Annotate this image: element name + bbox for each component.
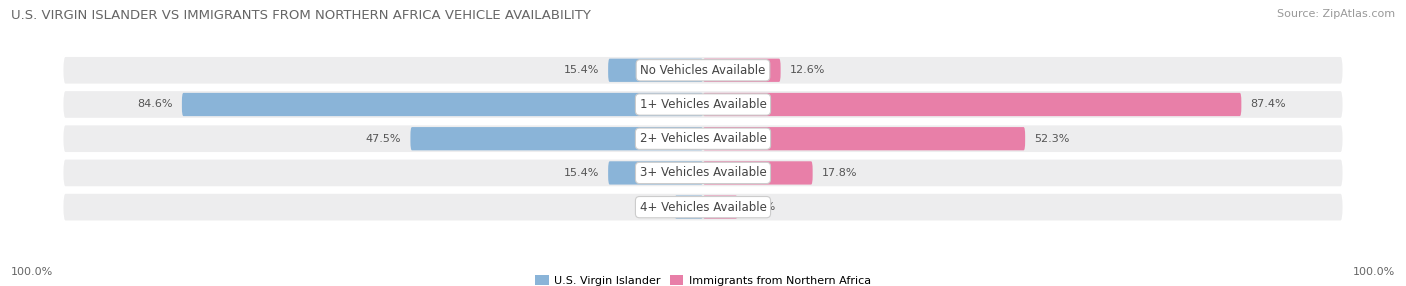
FancyBboxPatch shape xyxy=(609,161,703,184)
Legend: U.S. Virgin Islander, Immigrants from Northern Africa: U.S. Virgin Islander, Immigrants from No… xyxy=(531,271,875,286)
FancyBboxPatch shape xyxy=(703,161,813,184)
FancyBboxPatch shape xyxy=(703,127,1025,150)
Text: 4.6%: 4.6% xyxy=(637,202,665,212)
FancyBboxPatch shape xyxy=(411,127,703,150)
Text: No Vehicles Available: No Vehicles Available xyxy=(640,64,766,77)
Text: 3+ Vehicles Available: 3+ Vehicles Available xyxy=(640,166,766,179)
Text: 47.5%: 47.5% xyxy=(366,134,401,144)
Text: 2+ Vehicles Available: 2+ Vehicles Available xyxy=(640,132,766,145)
Text: 100.0%: 100.0% xyxy=(11,267,53,277)
Text: 100.0%: 100.0% xyxy=(1353,267,1395,277)
FancyBboxPatch shape xyxy=(62,158,1344,187)
FancyBboxPatch shape xyxy=(675,196,703,219)
Text: 15.4%: 15.4% xyxy=(564,65,599,75)
FancyBboxPatch shape xyxy=(703,196,738,219)
FancyBboxPatch shape xyxy=(609,59,703,82)
Text: 4+ Vehicles Available: 4+ Vehicles Available xyxy=(640,201,766,214)
FancyBboxPatch shape xyxy=(703,93,1241,116)
Text: 84.6%: 84.6% xyxy=(138,100,173,110)
Text: 5.6%: 5.6% xyxy=(747,202,775,212)
Text: 52.3%: 52.3% xyxy=(1035,134,1070,144)
Text: 1+ Vehicles Available: 1+ Vehicles Available xyxy=(640,98,766,111)
FancyBboxPatch shape xyxy=(62,193,1344,222)
FancyBboxPatch shape xyxy=(703,59,780,82)
FancyBboxPatch shape xyxy=(62,56,1344,85)
Text: 15.4%: 15.4% xyxy=(564,168,599,178)
Text: U.S. VIRGIN ISLANDER VS IMMIGRANTS FROM NORTHERN AFRICA VEHICLE AVAILABILITY: U.S. VIRGIN ISLANDER VS IMMIGRANTS FROM … xyxy=(11,9,591,21)
Text: 12.6%: 12.6% xyxy=(790,65,825,75)
Text: 87.4%: 87.4% xyxy=(1250,100,1286,110)
Text: 17.8%: 17.8% xyxy=(823,168,858,178)
FancyBboxPatch shape xyxy=(181,93,703,116)
Text: Source: ZipAtlas.com: Source: ZipAtlas.com xyxy=(1277,9,1395,19)
FancyBboxPatch shape xyxy=(62,90,1344,119)
FancyBboxPatch shape xyxy=(62,124,1344,153)
